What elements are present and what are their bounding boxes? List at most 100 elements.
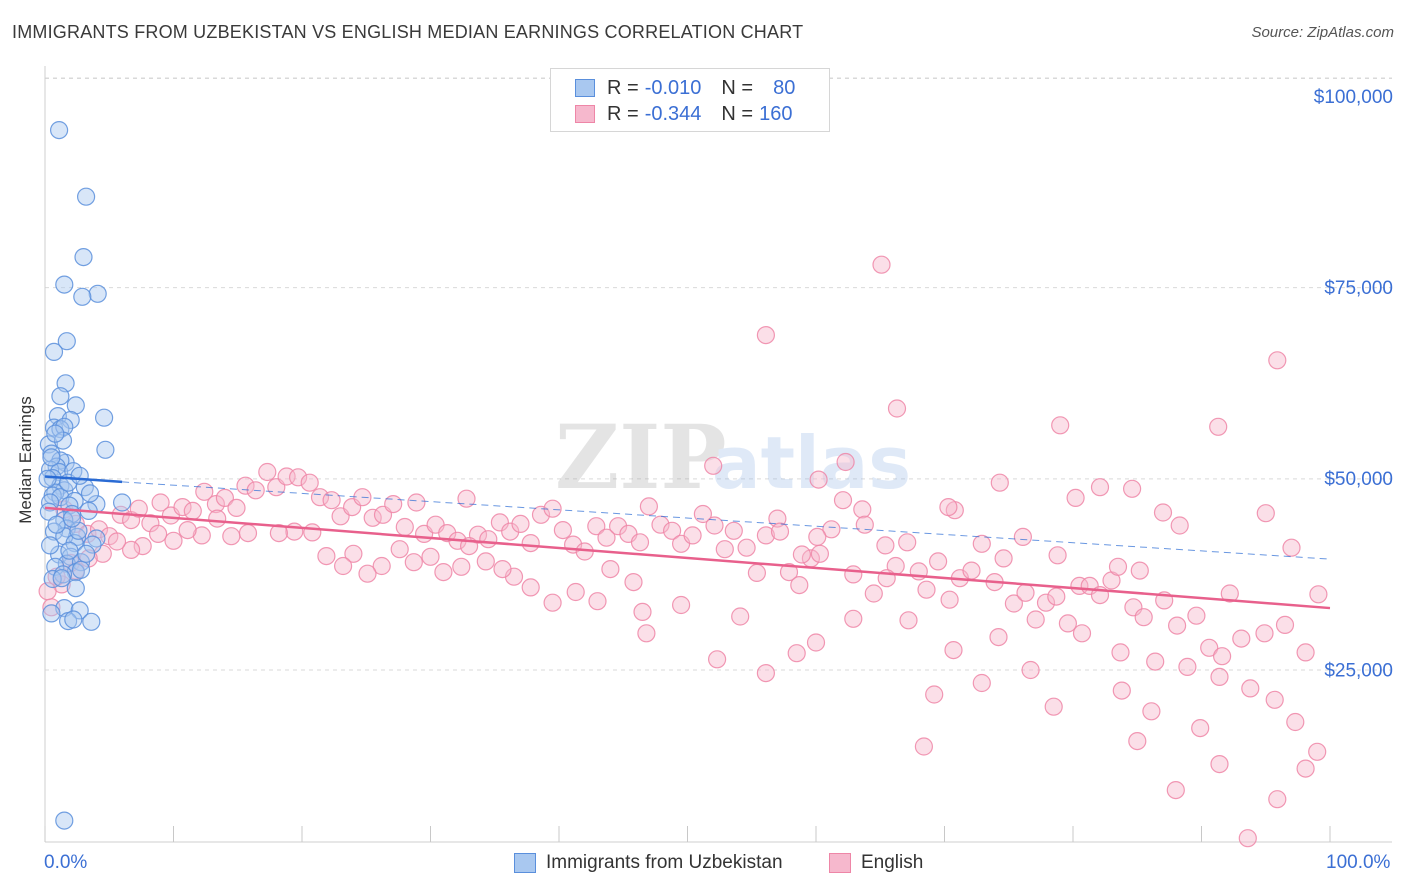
data-point (944, 640, 963, 660)
data-point (990, 473, 1009, 492)
data-point (1220, 584, 1239, 603)
data-point (1212, 647, 1232, 666)
data-point (521, 533, 540, 553)
data-point (876, 536, 895, 555)
data-point (962, 561, 981, 580)
data-point (1021, 660, 1040, 680)
y-tick-label: $100,000 (1314, 87, 1393, 108)
data-point (597, 528, 616, 547)
data-point (493, 559, 512, 579)
data-point (40, 536, 60, 555)
data-point (651, 515, 670, 534)
data-point (940, 590, 959, 609)
data-point (779, 562, 799, 582)
y-tick-label: $75,000 (1324, 278, 1393, 299)
data-point (925, 685, 944, 704)
data-point (363, 508, 382, 527)
data-point (452, 557, 471, 576)
data-point (994, 549, 1013, 568)
data-point (82, 612, 101, 631)
data-point (553, 520, 573, 540)
data-point (178, 520, 197, 540)
data-point (434, 562, 453, 582)
data-point (662, 521, 682, 540)
bottom-legend-label: English (861, 852, 924, 873)
legend-r-label: R = (607, 102, 639, 125)
data-point (1309, 585, 1328, 604)
data-point (479, 530, 498, 549)
data-point (531, 505, 551, 524)
data-point (1090, 478, 1110, 497)
data-point (1146, 652, 1165, 671)
data-point (633, 602, 652, 622)
data-point (501, 522, 520, 541)
data-point (289, 468, 308, 487)
data-point (1191, 718, 1210, 738)
y-tick-labels: $25,000 $50,000 $75,000 $100,000 (1314, 87, 1393, 682)
data-point (42, 604, 61, 623)
data-point (206, 495, 225, 514)
data-point (227, 498, 246, 517)
data-point (334, 556, 353, 576)
data-point (637, 624, 656, 643)
data-point (715, 540, 734, 559)
data-point (809, 470, 828, 489)
data-point (1268, 351, 1287, 370)
data-point (476, 552, 495, 571)
bottom-legend-uzbekistan[interactable]: Immigrants from Uzbekistan (514, 852, 783, 874)
data-point (112, 493, 132, 512)
data-point (310, 488, 330, 507)
data-point (855, 515, 874, 534)
data-point (1016, 583, 1035, 602)
data-point (898, 533, 917, 552)
y-tick-label: $50,000 (1324, 469, 1393, 490)
data-point (810, 544, 830, 563)
bottom-legend-english[interactable]: English (829, 852, 923, 874)
data-point (344, 544, 363, 563)
data-point (1122, 479, 1142, 498)
data-point (71, 560, 91, 579)
data-point (1070, 576, 1089, 596)
data-point (917, 580, 936, 599)
data-point (222, 527, 241, 546)
data-point (1209, 417, 1228, 436)
data-point (47, 515, 66, 534)
data-point (833, 491, 853, 510)
data-point (1134, 608, 1153, 627)
bottom-legend-label: Immigrants from Uzbekistan (546, 852, 783, 873)
data-point (1036, 593, 1056, 612)
data-point (928, 552, 948, 571)
data-point (872, 255, 891, 274)
data-point (1241, 679, 1260, 698)
data-point (129, 499, 148, 518)
x-axis-min-label: 0.0% (44, 852, 88, 873)
data-point (457, 489, 476, 508)
data-point (1275, 615, 1295, 635)
data-point (151, 493, 170, 512)
data-point (269, 523, 288, 543)
data-point (887, 399, 907, 418)
data-point (1072, 624, 1092, 643)
y-tick-label: $25,000 (1324, 661, 1393, 682)
bottom-legend-swatch-blue (514, 853, 536, 873)
data-point (122, 540, 141, 560)
data-point (822, 520, 841, 539)
data-point (1308, 742, 1327, 761)
data-point (173, 498, 192, 517)
data-point (1166, 780, 1185, 800)
x-axis-max-label: 100.0% (1326, 852, 1391, 873)
data-point (1108, 557, 1128, 576)
data-point (511, 514, 530, 534)
data-point (421, 547, 440, 566)
data-point (1256, 504, 1275, 523)
data-point (756, 663, 776, 683)
data-point (1210, 754, 1229, 774)
watermark: ZIP atlas (555, 405, 911, 509)
data-point (1255, 624, 1274, 643)
data-point (792, 545, 812, 564)
data-point (236, 476, 255, 495)
data-point (1004, 594, 1024, 613)
data-point (70, 466, 89, 485)
data-point (1142, 702, 1161, 721)
